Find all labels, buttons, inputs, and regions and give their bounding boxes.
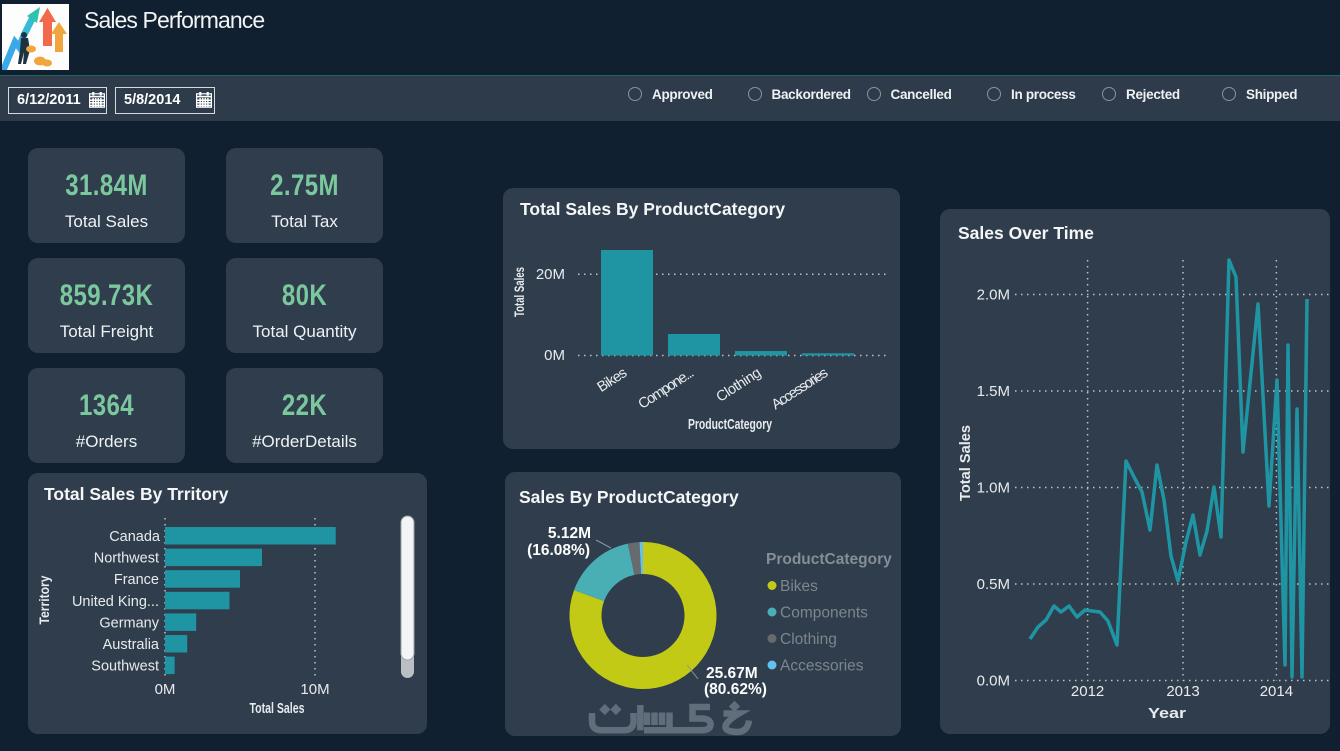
svg-text:(80.62%): (80.62%) (704, 681, 767, 698)
svg-text:25.67M: 25.67M (706, 665, 758, 682)
svg-text:Sales Over Time: Sales Over Time (958, 223, 1094, 243)
svg-text:ProductCategory: ProductCategory (766, 551, 892, 568)
svg-text:0M: 0M (155, 681, 176, 698)
svg-text:2014: 2014 (1260, 683, 1293, 700)
svg-text:Territory: Territory (37, 575, 52, 624)
svg-text:10M: 10M (300, 681, 329, 698)
svg-text:Accessories: Accessories (780, 658, 864, 675)
svg-text:Total Sales By Trritory: Total Sales By Trritory (44, 484, 229, 504)
svg-text:0.0M: 0.0M (977, 673, 1010, 690)
svg-text:Compone...: Compone... (636, 365, 698, 413)
svg-text:0.5M: 0.5M (977, 576, 1010, 593)
svg-text:Accessories: Accessories (769, 365, 831, 413)
svg-text:Total Sales: Total Sales (957, 425, 974, 501)
svg-text:Bikes: Bikes (595, 365, 631, 396)
svg-text:2012: 2012 (1071, 683, 1104, 700)
svg-text:Canada: Canada (109, 529, 161, 545)
svg-text:2013: 2013 (1166, 683, 1199, 700)
svg-text:Sales By ProductCategory: Sales By ProductCategory (519, 487, 739, 507)
svg-text:(16.08%): (16.08%) (527, 542, 590, 559)
svg-text:Clothing: Clothing (780, 631, 837, 648)
svg-text:United King...: United King... (72, 594, 159, 610)
svg-text:Total Sales: Total Sales (250, 700, 305, 717)
svg-text:Southwest: Southwest (91, 659, 159, 675)
svg-text:Clothing: Clothing (714, 365, 765, 406)
svg-text:1.5M: 1.5M (977, 383, 1010, 400)
svg-text:20M: 20M (536, 266, 565, 283)
svg-text:France: France (114, 572, 159, 588)
svg-text:Australia: Australia (103, 637, 160, 653)
svg-text:Total Sales: Total Sales (512, 267, 527, 317)
svg-text:0M: 0M (544, 347, 565, 364)
svg-text:Northwest: Northwest (94, 551, 159, 567)
svg-text:ProductCategory: ProductCategory (688, 416, 772, 433)
svg-text:Components: Components (780, 605, 868, 622)
svg-text:5.12M: 5.12M (548, 525, 591, 542)
svg-text:Total Sales By ProductCategory: Total Sales By ProductCategory (520, 199, 785, 219)
svg-text:Year: Year (1148, 705, 1186, 722)
svg-text:Germany: Germany (99, 615, 159, 631)
svg-text:2.0M: 2.0M (977, 287, 1010, 304)
svg-text:Bikes: Bikes (780, 578, 818, 595)
svg-text:1.0M: 1.0M (977, 480, 1010, 497)
